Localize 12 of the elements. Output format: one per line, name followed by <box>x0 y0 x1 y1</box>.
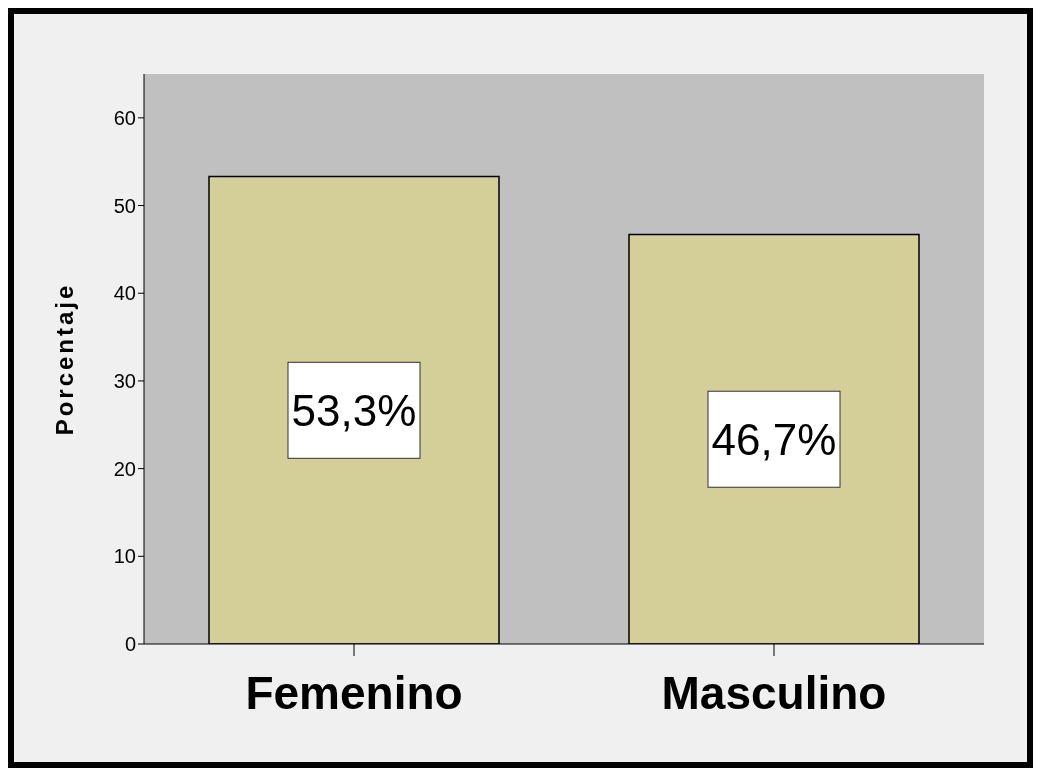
y-tick-label: 50 <box>113 194 136 217</box>
data-label: 53,3% <box>291 385 417 435</box>
y-tick-label: 10 <box>113 545 136 568</box>
data-label: 46,7% <box>711 414 837 464</box>
y-tick-label: 40 <box>113 282 136 305</box>
y-axis-title: Porcentaje <box>50 282 78 436</box>
x-tick-label: Masculino <box>661 666 887 719</box>
y-tick-label: 60 <box>113 106 136 129</box>
y-tick-label: 30 <box>113 370 136 393</box>
y-tick-label: 0 <box>124 633 136 656</box>
y-tick-label: 20 <box>113 457 136 480</box>
x-tick-label: Femenino <box>245 666 463 719</box>
